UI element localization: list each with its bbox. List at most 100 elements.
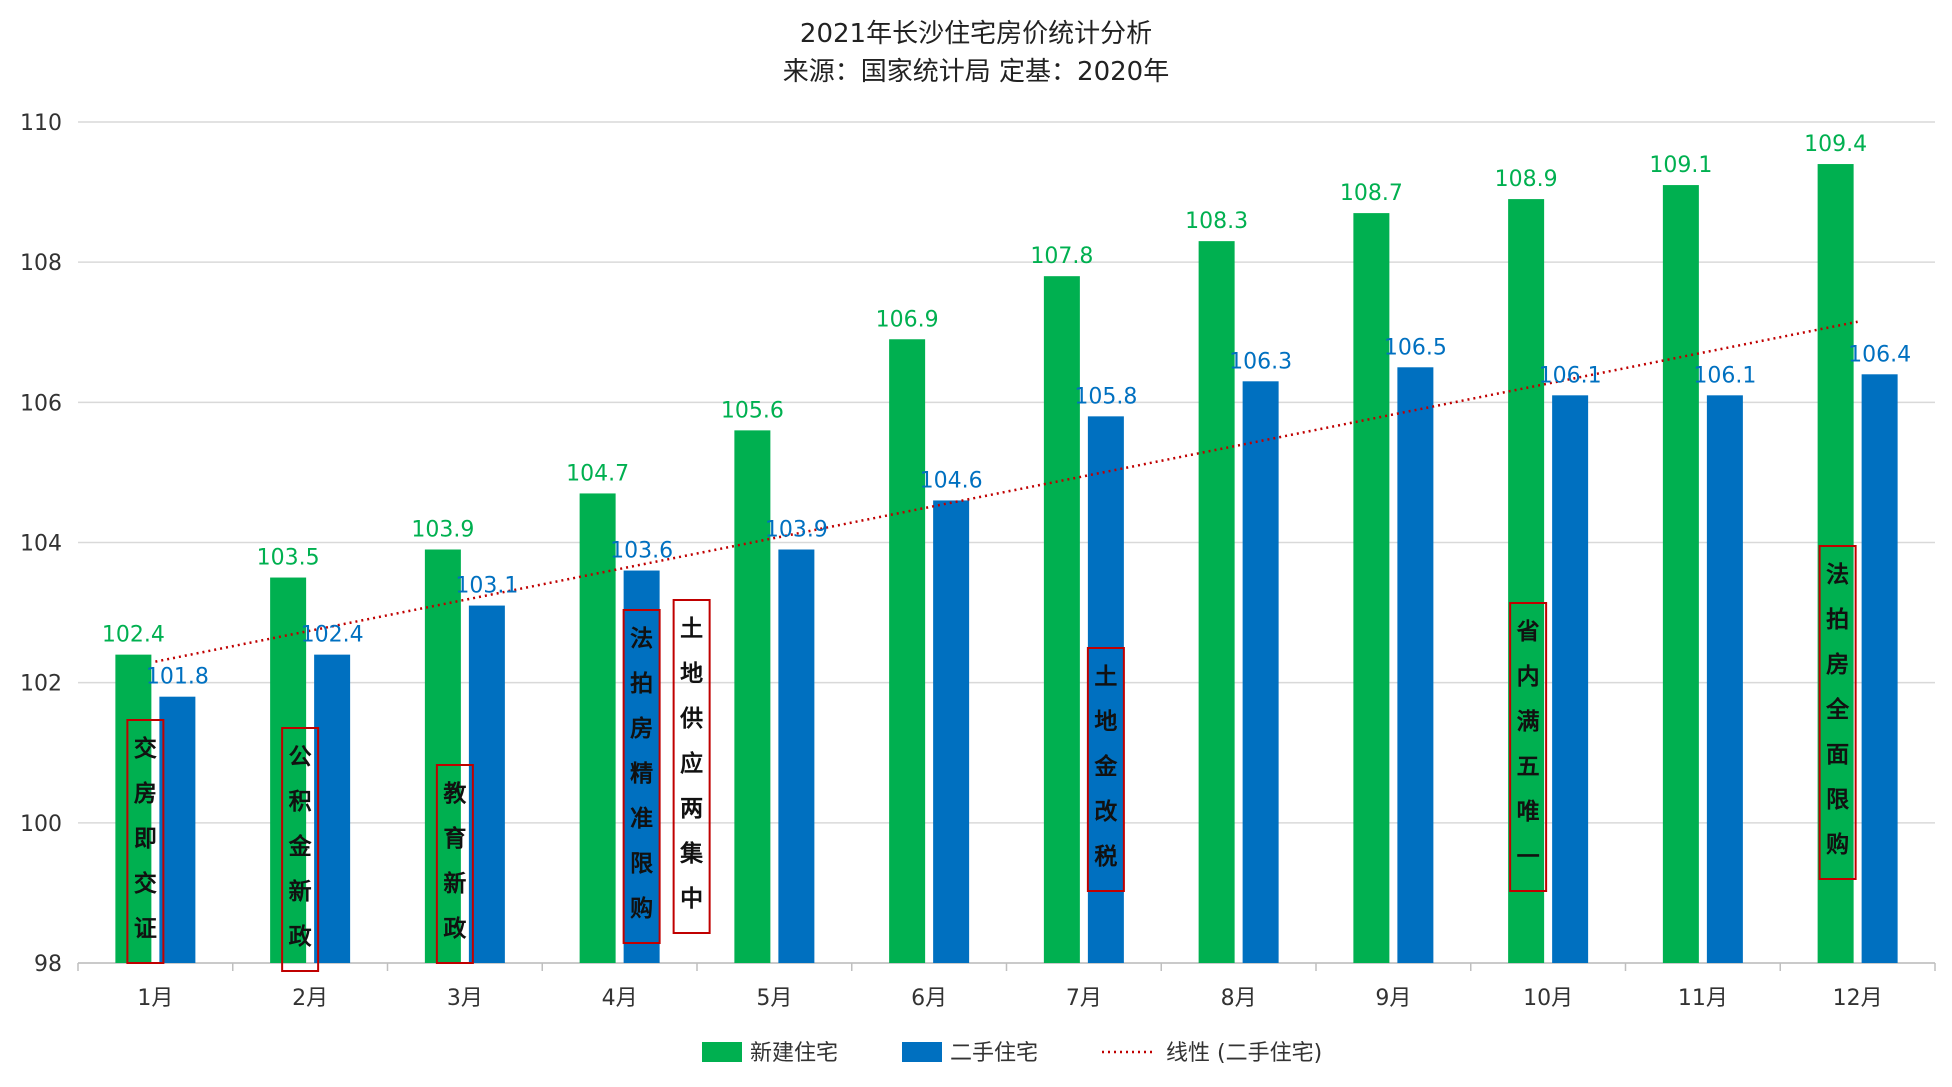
data-label-secondhand-housing: 105.8 xyxy=(1074,384,1137,409)
annotation-char: 政 xyxy=(443,916,467,942)
annotation-box xyxy=(1818,545,1857,880)
x-tick-label: 6月 xyxy=(911,986,947,1011)
bar-secondhand-housing xyxy=(778,549,815,963)
data-label-new-housing: 103.9 xyxy=(411,518,474,543)
annotation-char: 供 xyxy=(679,705,703,732)
annotation-box xyxy=(672,599,711,934)
x-tick-label: 3月 xyxy=(447,986,483,1011)
bar-new-housing xyxy=(889,339,926,964)
bar-new-housing xyxy=(424,549,461,963)
annotation-char: 税 xyxy=(1094,843,1117,870)
annotation-char: 地 xyxy=(680,661,703,687)
legend-label-new-housing: 新建住宅 xyxy=(750,1041,838,1066)
annotation-char: 金 xyxy=(1093,753,1118,780)
bar-new-housing xyxy=(1817,164,1854,964)
x-tick-label: 12月 xyxy=(1833,986,1883,1011)
data-label-secondhand-housing: 101.8 xyxy=(146,665,209,690)
y-tick-label: 100 xyxy=(20,812,62,837)
bar-secondhand-housing xyxy=(159,696,196,963)
bar-secondhand-housing xyxy=(1552,395,1589,963)
data-label-secondhand-housing: 103.6 xyxy=(610,539,673,564)
annotation-char: 限 xyxy=(630,851,653,877)
x-tick-label: 9月 xyxy=(1375,986,1411,1011)
legend: 新建住宅 二手住宅 线性 (二手住宅) xyxy=(702,1041,1322,1066)
data-label-new-housing: 102.4 xyxy=(102,623,165,648)
annotation-char: 拍 xyxy=(1826,607,1849,633)
bar-new-housing xyxy=(1198,241,1235,963)
bar-secondhand-housing xyxy=(1087,416,1124,964)
annotation-char: 中 xyxy=(680,886,703,912)
x-tick-label: 8月 xyxy=(1221,986,1257,1011)
data-label-secondhand-housing: 106.5 xyxy=(1384,335,1447,360)
data-labels: 102.4 103.5 103.9 104.7 105.6 106.9 107.8 108.3… xyxy=(102,132,1911,690)
annotation-char: 五 xyxy=(1517,754,1540,780)
bar-new-housing xyxy=(579,493,616,963)
annotation-char: 拍 xyxy=(630,671,653,697)
bar-new-housing xyxy=(1662,185,1699,963)
bar-secondhand-housing xyxy=(933,500,970,963)
chart-subtitle: 来源：国家统计局 定基：2020年 xyxy=(783,57,1169,87)
y-axis: 98 100 102 104 106 108 110 xyxy=(20,111,62,977)
annotation-box xyxy=(126,719,165,964)
annotation-box xyxy=(622,609,661,944)
data-label-secondhand-housing: 103.9 xyxy=(765,518,828,543)
bar-secondhand-housing xyxy=(1861,374,1898,963)
y-tick-label: 106 xyxy=(20,391,62,416)
chart-title: 2021年长沙住宅房价统计分析 xyxy=(800,19,1152,49)
x-tick-label: 1月 xyxy=(137,986,173,1011)
annotation-char: 政 xyxy=(289,924,313,950)
y-tick-label: 108 xyxy=(20,251,62,276)
annotation-char: 面 xyxy=(1826,742,1849,768)
annotation-box xyxy=(281,727,320,972)
annotation-char: 满 xyxy=(1517,709,1540,735)
annotation-char: 集 xyxy=(679,840,704,867)
bar-new-housing xyxy=(1508,199,1545,963)
x-axis: 1月 2月 3月 4月 5月 6月 7月 8月 9月 10月 11月 12月 xyxy=(77,962,1936,1011)
annotation-char: 精 xyxy=(630,761,653,787)
bar-secondhand-housing xyxy=(314,654,351,963)
annotation-char: 新 xyxy=(289,878,312,905)
annotation-char: 省 xyxy=(1516,619,1540,645)
data-label-secondhand-housing: 106.1 xyxy=(1539,363,1602,388)
annotation-char: 证 xyxy=(134,916,157,942)
data-label-secondhand-housing: 104.6 xyxy=(920,468,983,493)
data-label-secondhand-housing: 103.1 xyxy=(455,574,518,599)
annotation-char: 法 xyxy=(630,626,653,652)
legend-swatch-new-housing xyxy=(702,1042,742,1062)
annotation-char: 公 xyxy=(289,744,312,770)
trendline-group xyxy=(155,320,1858,663)
data-label-secondhand-housing: 106.3 xyxy=(1229,349,1292,374)
annotation-char: 改 xyxy=(1094,799,1117,825)
bar-secondhand-housing xyxy=(1397,367,1434,964)
bar-secondhand-housing xyxy=(623,570,660,963)
x-tick-label: 4月 xyxy=(602,986,638,1011)
annotation-char: 地 xyxy=(1094,709,1117,735)
annotation-char: 购 xyxy=(630,896,653,922)
data-label-new-housing: 108.3 xyxy=(1185,209,1248,234)
annotation-char: 应 xyxy=(680,750,703,777)
annotation-char: 全 xyxy=(1825,696,1850,723)
x-tick-label: 5月 xyxy=(756,986,792,1011)
data-label-new-housing: 109.1 xyxy=(1649,153,1712,178)
y-tick-label: 110 xyxy=(20,111,62,136)
data-label-new-housing: 106.9 xyxy=(876,307,939,332)
y-tick-label: 98 xyxy=(34,952,62,977)
bar-new-housing xyxy=(734,430,771,963)
x-tick-label: 7月 xyxy=(1066,986,1102,1011)
annotation-char: 土 xyxy=(680,616,703,642)
annotation-box xyxy=(435,764,474,964)
data-label-new-housing: 103.5 xyxy=(257,546,320,571)
bar-new-housing xyxy=(1353,213,1390,963)
x-tick-label: 11月 xyxy=(1678,986,1728,1011)
legend-label-secondhand-housing: 二手住宅 xyxy=(950,1041,1038,1066)
annotation-char: 两 xyxy=(680,796,703,822)
gridlines xyxy=(78,121,1935,964)
x-tick-label: 2月 xyxy=(292,986,328,1011)
annotation-char: 交 xyxy=(134,735,157,762)
annotation-char: 房 xyxy=(630,715,653,742)
data-label-new-housing: 107.8 xyxy=(1030,244,1093,269)
